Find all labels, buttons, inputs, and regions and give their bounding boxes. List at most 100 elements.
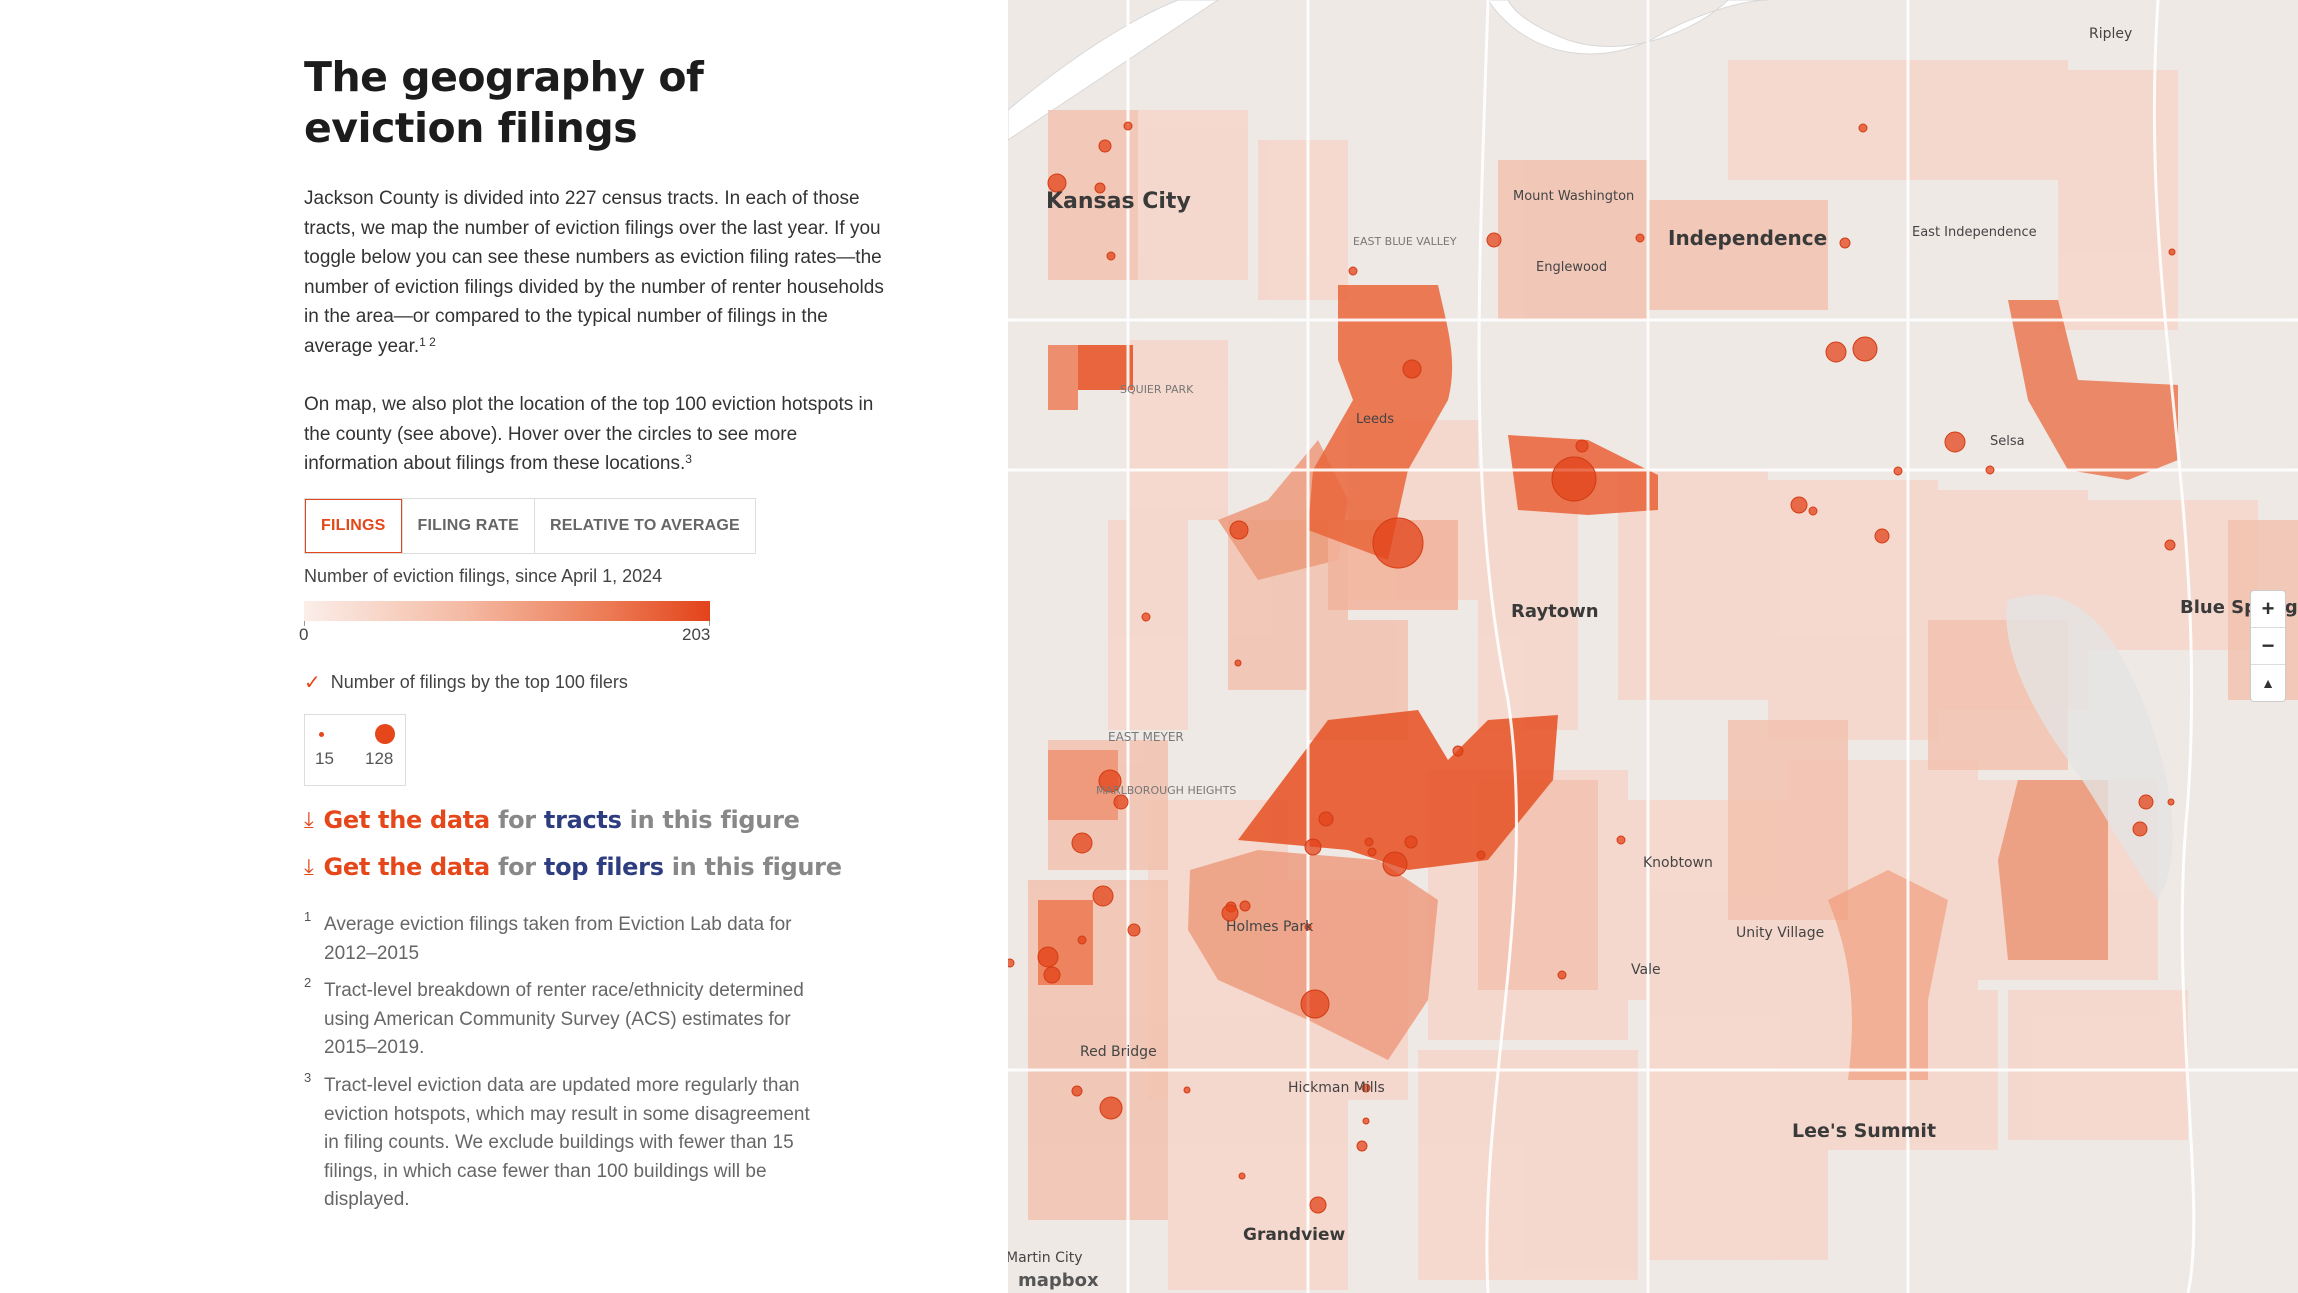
download-tracts-link[interactable]: Get the data	[323, 806, 490, 834]
hotspot-circle[interactable]	[1382, 851, 1408, 877]
hotspot-circle[interactable]	[2138, 794, 2154, 810]
circle-min-value: 15	[315, 749, 334, 768]
tract-squier-west	[1048, 345, 1078, 410]
label-holmes-park: Holmes Park	[1226, 919, 1314, 935]
label-independence: Independence	[1668, 226, 1827, 250]
tracts-link[interactable]: tracts	[543, 806, 622, 834]
label-east-blue-valley: EAST BLUE VALLEY	[1353, 235, 1457, 248]
small-circle-icon	[319, 732, 324, 737]
zoom-out-button[interactable]: −	[2251, 627, 2285, 664]
legend-tick-max	[709, 621, 710, 626]
hotspot-circle[interactable]	[1635, 233, 1645, 243]
zoom-in-button[interactable]: +	[2261, 596, 2275, 621]
top-filers-checkbox[interactable]: ✓ Number of filings by the top 100 filer…	[304, 670, 628, 695]
hotspot-circle[interactable]	[1071, 1085, 1083, 1097]
hotspot-circle[interactable]	[1098, 769, 1122, 793]
hotspot-circle[interactable]	[1092, 885, 1114, 907]
tract-lees-summit-north	[1998, 780, 2108, 960]
hotspot-circle[interactable]	[1402, 359, 1422, 379]
hotspot-circle[interactable]	[1229, 520, 1249, 540]
hotspot-circle[interactable]	[1893, 466, 1903, 476]
hotspot-circle[interactable]	[1106, 251, 1116, 261]
hotspot-circle[interactable]	[1318, 811, 1334, 827]
hotspot-circle[interactable]	[1944, 431, 1966, 453]
hotspot-circle[interactable]	[1364, 837, 1374, 847]
top-filers-link[interactable]: top filers	[543, 853, 664, 881]
hotspot-circle[interactable]	[1099, 1096, 1123, 1120]
hotspot-circle[interactable]	[2167, 798, 2175, 806]
hotspot-circle[interactable]	[1304, 838, 1322, 856]
hotspot-circle[interactable]	[1372, 517, 1424, 569]
map-canvas[interactable]: Kansas City Independence Raytown Knobtow…	[1008, 0, 2298, 1293]
hotspot-circle[interactable]	[1790, 496, 1808, 514]
hotspot-circle[interactable]	[1309, 1196, 1327, 1214]
tab-filings[interactable]: FILINGS	[305, 499, 402, 553]
compass-button[interactable]: ▲	[2251, 664, 2285, 701]
footnote-2: 2 Tract-level breakdown of renter race/e…	[304, 975, 804, 1058]
hotspot-circle[interactable]	[1985, 465, 1995, 475]
label-red-bridge: Red Bridge	[1080, 1044, 1157, 1060]
hotspot-circle[interactable]	[1047, 173, 1067, 193]
tract-southeast-hotspot	[1238, 710, 1558, 870]
footnote-ref-3[interactable]: 3	[685, 452, 692, 466]
legend-max-value: 203	[682, 625, 711, 644]
hotspot-circle[interactable]	[1362, 1117, 1370, 1125]
eviction-map[interactable]: Kansas City Independence Raytown Knobtow…	[1008, 0, 2298, 1293]
label-kansas-city: Kansas City	[1046, 189, 1191, 214]
hotspot-circle[interactable]	[1874, 528, 1890, 544]
hotspot-circle[interactable]	[1300, 989, 1330, 1019]
tab-relative-to-average[interactable]: RELATIVE TO AVERAGE	[533, 499, 755, 553]
hotspot-circle[interactable]	[1304, 923, 1312, 931]
hotspot-circle[interactable]	[1852, 336, 1878, 362]
hotspot-circle[interactable]	[1043, 966, 1061, 984]
hotspot-circle[interactable]	[1127, 923, 1141, 937]
hotspot-circle[interactable]	[1234, 659, 1242, 667]
hotspot-circle[interactable]	[1575, 439, 1589, 453]
hotspot-circles[interactable]	[1008, 121, 2176, 1214]
hotspot-circle[interactable]	[1825, 341, 1847, 363]
hotspot-circle[interactable]	[2168, 248, 2176, 256]
hotspot-circle[interactable]	[2132, 821, 2148, 837]
hotspot-circle[interactable]	[1077, 935, 1087, 945]
hotspot-circle[interactable]	[1037, 946, 1059, 968]
hotspot-circle[interactable]	[1557, 970, 1567, 980]
intro-paragraph-2: On map, we also plot the location of the…	[304, 394, 874, 474]
legend-label: Number of eviction filings, since April …	[304, 566, 663, 586]
page-title: The geography of eviction filings	[304, 53, 704, 152]
hotspot-circle[interactable]	[1616, 835, 1626, 845]
hotspot-circle[interactable]	[1808, 506, 1818, 516]
hotspot-circle[interactable]	[1486, 232, 1502, 248]
hotspot-circle[interactable]	[1008, 958, 1015, 968]
download-top-filers-link[interactable]: Get the data	[323, 853, 490, 881]
hotspot-circle[interactable]	[1113, 794, 1129, 810]
hotspot-circle[interactable]	[1551, 456, 1597, 502]
hotspot-circle[interactable]	[1238, 1172, 1246, 1180]
hotspot-circle[interactable]	[1404, 835, 1418, 849]
hotspot-circle[interactable]	[2164, 539, 2176, 551]
hotspot-circle[interactable]	[1839, 237, 1851, 249]
hotspot-circle[interactable]	[1367, 847, 1377, 857]
mapbox-logo[interactable]: mapbox	[1018, 1270, 1099, 1291]
hotspot-circle[interactable]	[1361, 1083, 1371, 1093]
hotspot-circle[interactable]	[1476, 850, 1486, 860]
hotspot-circle[interactable]	[1071, 832, 1093, 854]
tract-squier-park	[1078, 345, 1133, 390]
hotspot-circle[interactable]	[1141, 612, 1151, 622]
label-raytown: Raytown	[1511, 601, 1599, 622]
hotspot-circle[interactable]	[1348, 266, 1358, 276]
label-martin-city: Martin City	[1008, 1250, 1083, 1266]
hotspot-circle[interactable]	[1098, 139, 1112, 153]
hotspot-circle[interactable]	[1858, 123, 1868, 133]
hotspot-circle[interactable]	[1452, 745, 1464, 757]
hotspot-circle[interactable]	[1356, 1140, 1368, 1152]
hotspot-circle[interactable]	[1221, 904, 1239, 922]
hotspot-circle[interactable]	[1123, 121, 1133, 131]
tab-filing-rate[interactable]: FILING RATE	[401, 499, 534, 553]
hotspot-circle[interactable]	[1094, 182, 1106, 194]
label-marlborough-heights: MARLBOROUGH HEIGHTS	[1096, 784, 1236, 797]
footnote-ref-1-2[interactable]: 1 2	[419, 334, 436, 349]
label-hickman-mills: Hickman Mills	[1288, 1080, 1385, 1096]
hotspot-circle[interactable]	[1183, 1086, 1191, 1094]
tract-unity-village	[1828, 870, 1948, 1080]
hotspot-circle[interactable]	[1239, 900, 1251, 912]
